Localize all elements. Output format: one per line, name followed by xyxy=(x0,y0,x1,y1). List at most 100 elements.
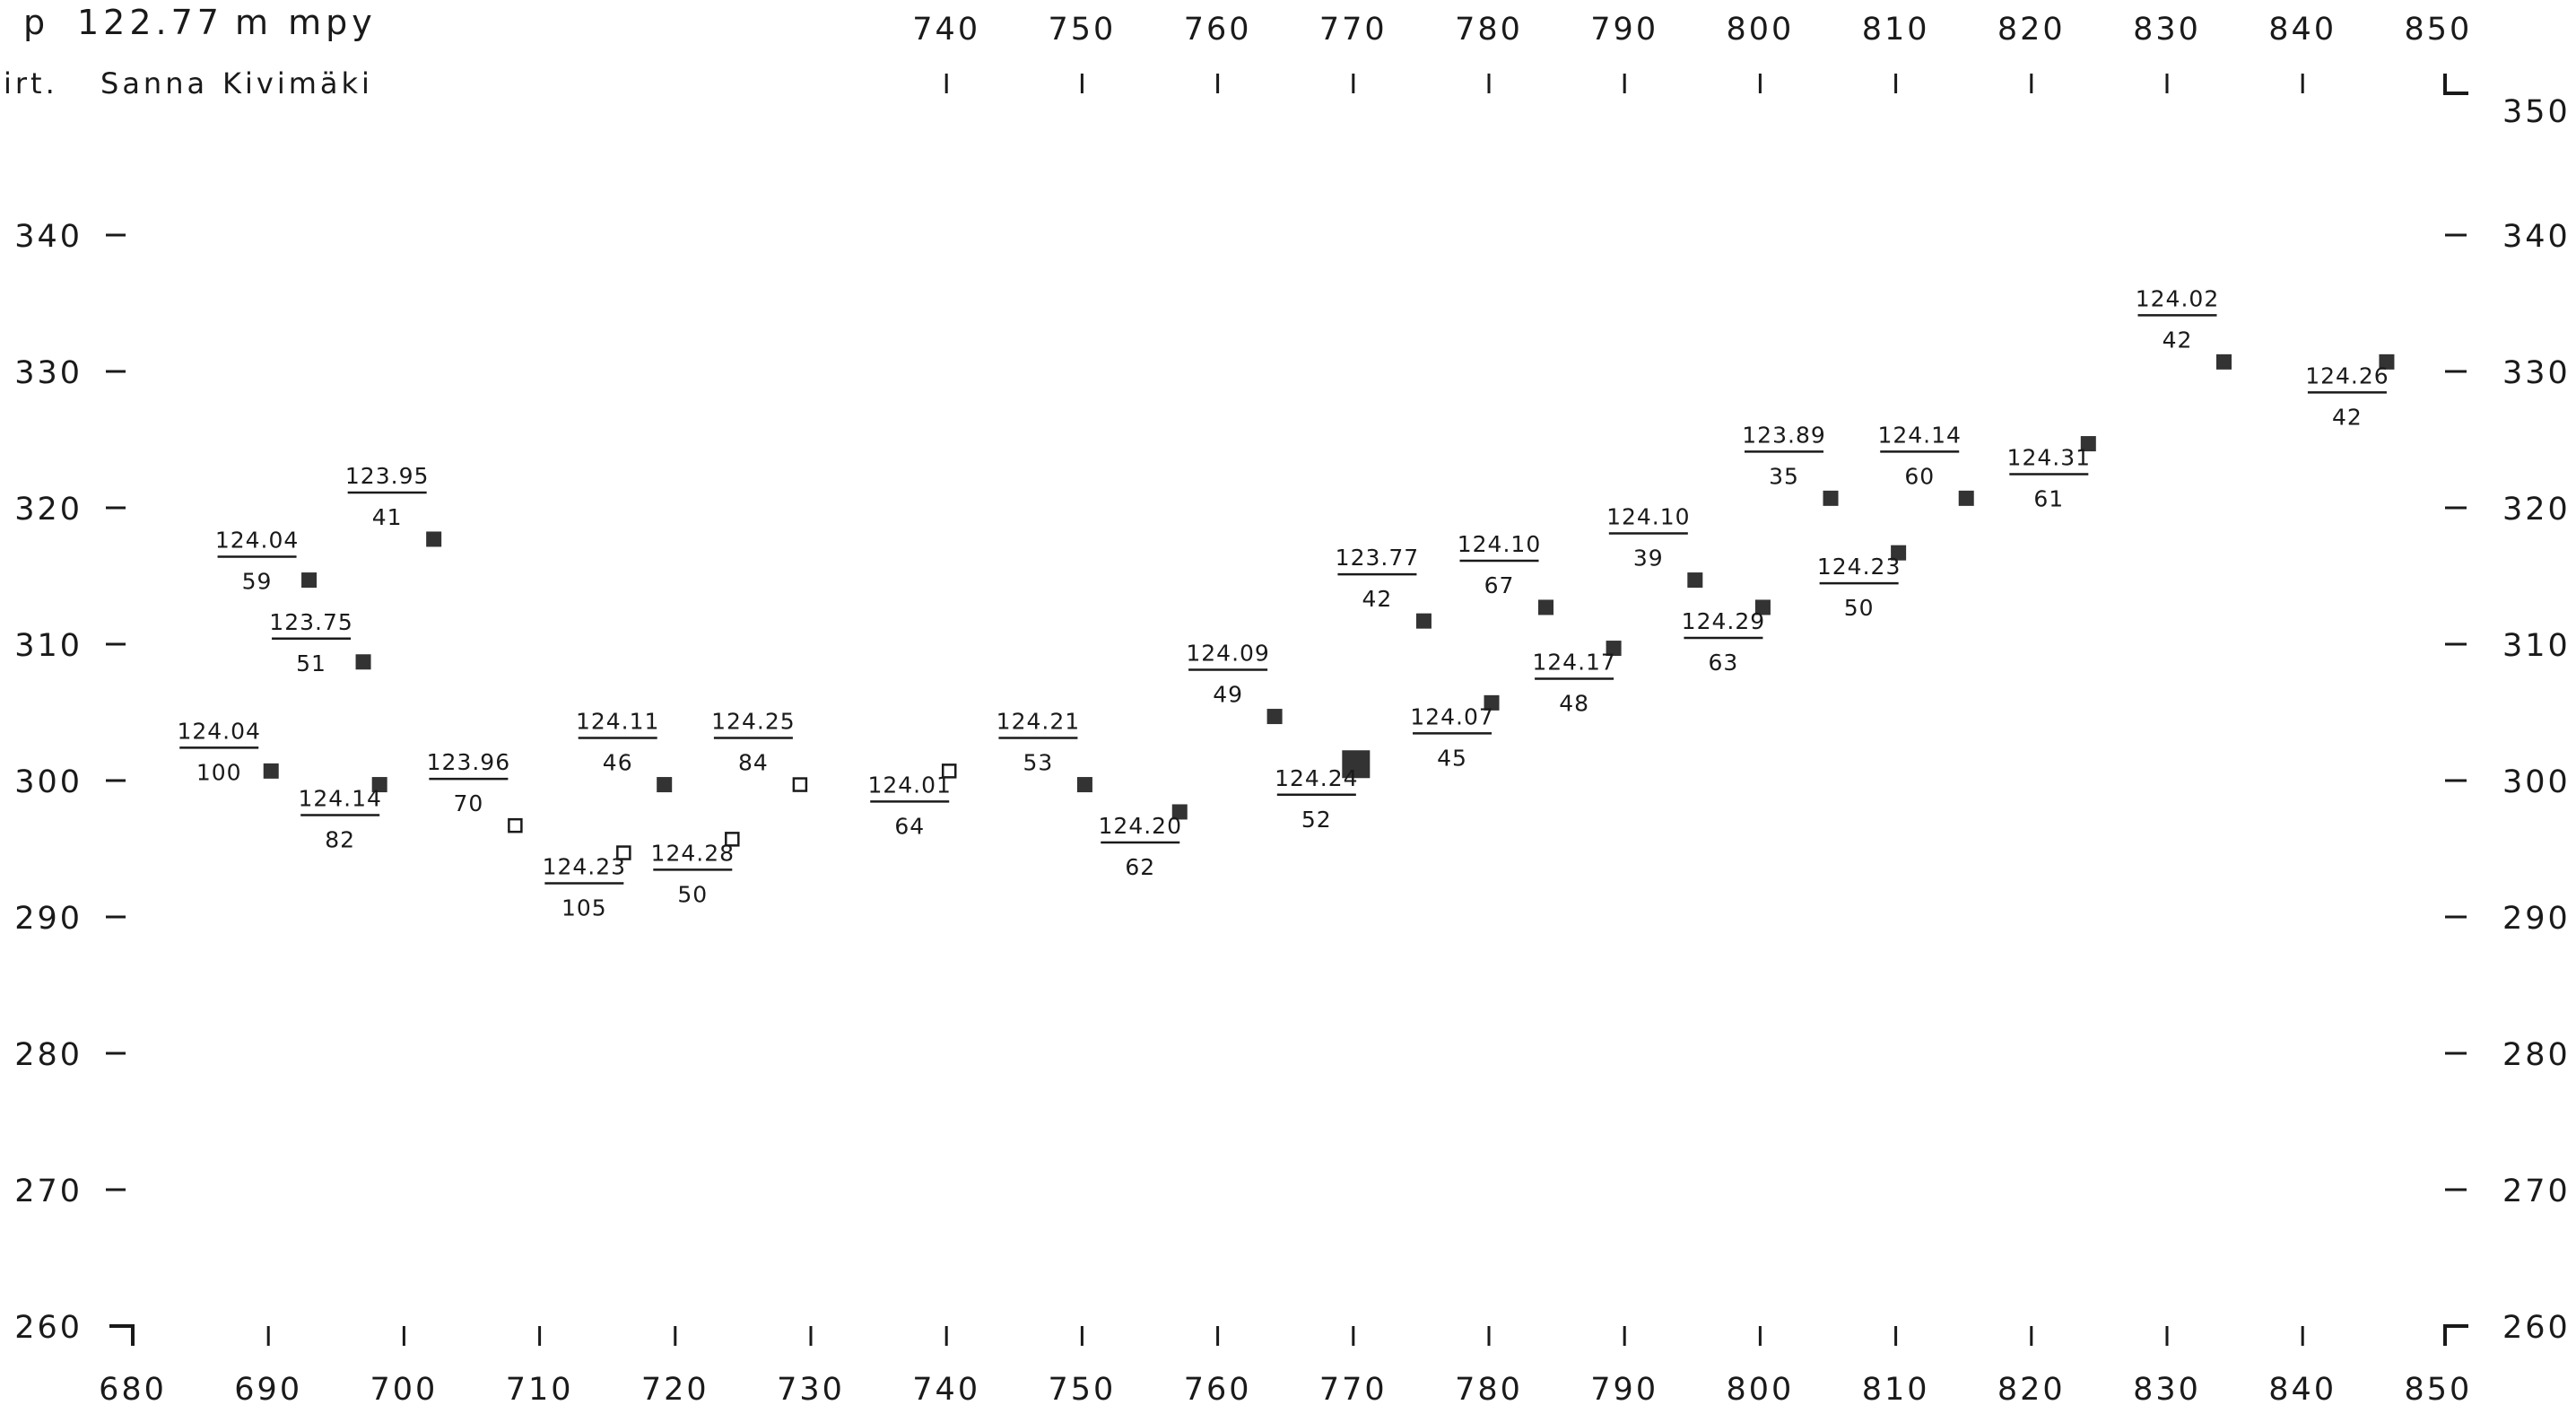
author-name: Sanna xyxy=(100,66,208,100)
point-value: 70 xyxy=(453,790,483,816)
point-elevation: 124.23 xyxy=(543,854,626,880)
survey-point: 124.11 46 xyxy=(576,709,673,793)
survey-point: 124.23 105 xyxy=(543,845,631,921)
open-square-marker xyxy=(792,777,808,792)
point-value: 61 xyxy=(2033,486,2064,512)
filled-square-marker xyxy=(426,531,442,547)
point-value: 50 xyxy=(1844,595,1875,621)
point-value: 42 xyxy=(2163,327,2193,353)
point-value: 52 xyxy=(1301,807,1332,833)
open-square-marker xyxy=(725,832,740,847)
point-value: 35 xyxy=(1769,463,1799,489)
x-tick-label-top: 830 xyxy=(2133,12,2201,48)
point-value: 42 xyxy=(2332,404,2363,430)
survey-points: 124.04 100 124.04 59 123.75 51 124.14 82 123.95 4… xyxy=(177,285,2395,921)
x-tick-label-top: 820 xyxy=(1997,12,2066,48)
survey-point: 124.25 84 xyxy=(711,709,808,792)
filled-square-marker xyxy=(2379,353,2395,370)
x-tick-label-bottom: 810 xyxy=(1862,1372,1930,1405)
x-tick-label-bottom: 680 xyxy=(99,1372,167,1405)
x-tick-label-top: 740 xyxy=(912,12,980,48)
open-square-marker xyxy=(508,817,523,833)
point-value: 63 xyxy=(1709,650,1739,676)
survey-point: 123.96 70 xyxy=(427,749,523,833)
survey-point: 124.04 100 xyxy=(177,718,279,785)
y-tick-label-right: 260 xyxy=(2502,1310,2571,1346)
x-tick-label-bottom: 840 xyxy=(2268,1372,2337,1405)
survey-point: 124.31 61 xyxy=(2007,436,2096,512)
filled-square-marker xyxy=(1484,694,1500,711)
x-tick-label-bottom: 830 xyxy=(2133,1372,2201,1405)
x-tick-label-top: 800 xyxy=(1726,12,1794,48)
y-tick-label-right: 340 xyxy=(2502,219,2571,255)
x-tick-label-top: 850 xyxy=(2404,12,2472,48)
point-elevation: 124.11 xyxy=(576,709,659,735)
survey-point: 124.04 59 xyxy=(215,528,318,595)
survey-point: 124.26 42 xyxy=(2305,353,2395,430)
x-tick-label-top: 750 xyxy=(1048,12,1116,48)
x-axis-bottom: 680 690 700 710 720 730 740 750 760 770 780 790 800 8… xyxy=(99,1326,2472,1405)
x-axis-top: 740 750 760 770 780 790 800 810 820 830 840 850 xyxy=(912,12,2472,93)
filled-square-marker xyxy=(2080,436,2096,452)
x-tick-label-bottom: 790 xyxy=(1590,1372,1658,1405)
plot-frame xyxy=(109,74,2468,1346)
x-tick-label-bottom: 720 xyxy=(641,1372,709,1405)
point-value: 67 xyxy=(1484,572,1515,598)
point-elevation: 123.77 xyxy=(1336,545,1419,571)
filled-square-marker xyxy=(1891,545,1907,561)
survey-point: 123.95 41 xyxy=(345,463,442,547)
reference-level-value: 122.77 xyxy=(77,3,223,42)
x-tick-label-bottom: 770 xyxy=(1319,1372,1388,1405)
y-tick-label-left: 300 xyxy=(14,764,83,800)
x-tick-label-bottom: 710 xyxy=(506,1372,574,1405)
point-value: 60 xyxy=(1904,463,1935,489)
survey-point: 123.77 42 xyxy=(1336,545,1432,629)
filled-square-marker xyxy=(263,763,279,779)
point-elevation: 124.10 xyxy=(1458,531,1541,557)
filled-square-marker xyxy=(1606,641,1622,657)
filled-square-marker xyxy=(1538,599,1554,615)
filled-square-marker xyxy=(1171,804,1188,820)
point-value: 62 xyxy=(1125,854,1155,880)
y-axis-right: 260 270 280 290 300 310 320 330 340 350 xyxy=(2445,94,2571,1346)
point-elevation: 124.28 xyxy=(651,840,735,866)
survey-point: 124.28 50 xyxy=(651,832,740,907)
y-tick-label-left: 310 xyxy=(14,628,83,664)
point-elevation: 124.14 xyxy=(298,786,381,812)
y-tick-label-left: 260 xyxy=(14,1310,83,1346)
point-value: 45 xyxy=(1437,745,1467,771)
point-elevation: 124.07 xyxy=(1410,703,1493,729)
point-value: 64 xyxy=(894,813,925,839)
y-tick-label-right: 290 xyxy=(2502,901,2571,937)
x-tick-label-top: 810 xyxy=(1862,12,1930,48)
point-elevation: 123.75 xyxy=(269,609,352,635)
x-tick-label-bottom: 690 xyxy=(234,1372,302,1405)
point-elevation: 124.20 xyxy=(1099,813,1182,839)
point-value: 105 xyxy=(561,895,607,921)
survey-point: 124.29 63 xyxy=(1682,599,1771,676)
survey-point: 124.14 60 xyxy=(1877,422,1974,506)
x-tick-label-bottom: 850 xyxy=(2404,1372,2472,1405)
x-tick-label-bottom: 800 xyxy=(1726,1372,1794,1405)
point-elevation: 124.29 xyxy=(1682,608,1765,634)
survey-point: 124.10 67 xyxy=(1458,531,1554,615)
survey-point: 123.75 51 xyxy=(269,609,371,676)
x-tick-label-top: 780 xyxy=(1455,12,1523,48)
point-elevation: 123.95 xyxy=(345,463,429,489)
plot-header: p 122.77 m mpy irt. Sanna Kivimäki xyxy=(4,3,372,100)
filled-square-marker xyxy=(371,777,387,793)
filled-square-marker xyxy=(1415,613,1432,629)
filled-square-marker xyxy=(1823,490,1839,506)
x-tick-label-bottom: 780 xyxy=(1455,1372,1523,1405)
point-elevation: 124.23 xyxy=(1817,554,1901,580)
x-tick-label-bottom: 740 xyxy=(912,1372,980,1405)
point-elevation: 124.04 xyxy=(177,718,260,744)
point-elevation: 123.89 xyxy=(1742,422,1825,448)
point-elevation: 124.10 xyxy=(1606,504,1690,530)
filled-square-marker xyxy=(1342,750,1371,779)
point-elevation: 124.26 xyxy=(2305,362,2389,388)
y-tick-label-right: 330 xyxy=(2502,355,2571,391)
level-prefix: p xyxy=(23,3,49,42)
point-elevation: 124.02 xyxy=(2136,285,2219,311)
